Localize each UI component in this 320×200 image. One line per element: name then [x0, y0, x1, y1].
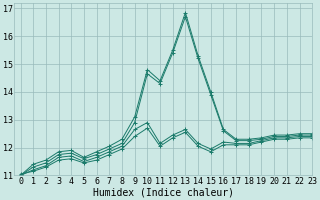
- X-axis label: Humidex (Indice chaleur): Humidex (Indice chaleur): [93, 187, 234, 197]
